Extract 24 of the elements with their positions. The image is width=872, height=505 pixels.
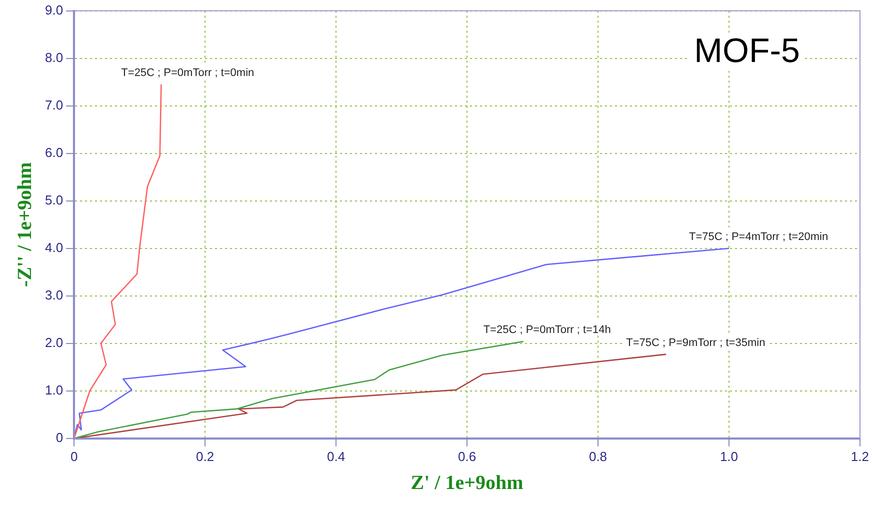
y-tick-label: 5.0 — [44, 192, 64, 208]
x-tick-label: 0 — [70, 448, 78, 464]
y-tick-label: 4.0 — [44, 240, 64, 255]
y-tick-label: 7.0 — [44, 97, 64, 112]
series-label: T=25C ; P=0mTorr ; t=14h — [483, 324, 611, 336]
y-tick-label: 1.0 — [44, 382, 64, 398]
y-tick-label: 6.0 — [44, 144, 64, 160]
y-tick-label: 0 — [56, 430, 64, 445]
text: T=25C ; P=0mTorr ; t=0min — [121, 66, 254, 79]
x-tick-label: 1.0 — [720, 448, 738, 464]
x-tick-label: 0.2 — [196, 448, 214, 464]
series-label: T=75C ; P=4mTorr ; t=20min — [688, 230, 828, 243]
y-tick-label: 8.0 — [44, 50, 64, 65]
y-axis-title: -Z'' / 1e+9ohm — [14, 162, 36, 287]
y-tick-label: 9.0 — [44, 2, 64, 18]
series-label: T=75C ; P=9mTorr ; t=35min — [626, 336, 766, 349]
x-tick-label: 0.4 — [326, 448, 346, 464]
y-tick-label: 2.0 — [44, 334, 64, 350]
x-axis-title: Z' / 1e+9ohm — [410, 472, 524, 494]
x-tick-label: 0.6 — [458, 448, 476, 464]
x-tick-label: 1.2 — [850, 448, 870, 464]
annotation: MOF-5 — [694, 32, 800, 70]
x-tick-label: 0.8 — [588, 448, 608, 464]
y-tick-label: 3.0 — [44, 287, 64, 302]
